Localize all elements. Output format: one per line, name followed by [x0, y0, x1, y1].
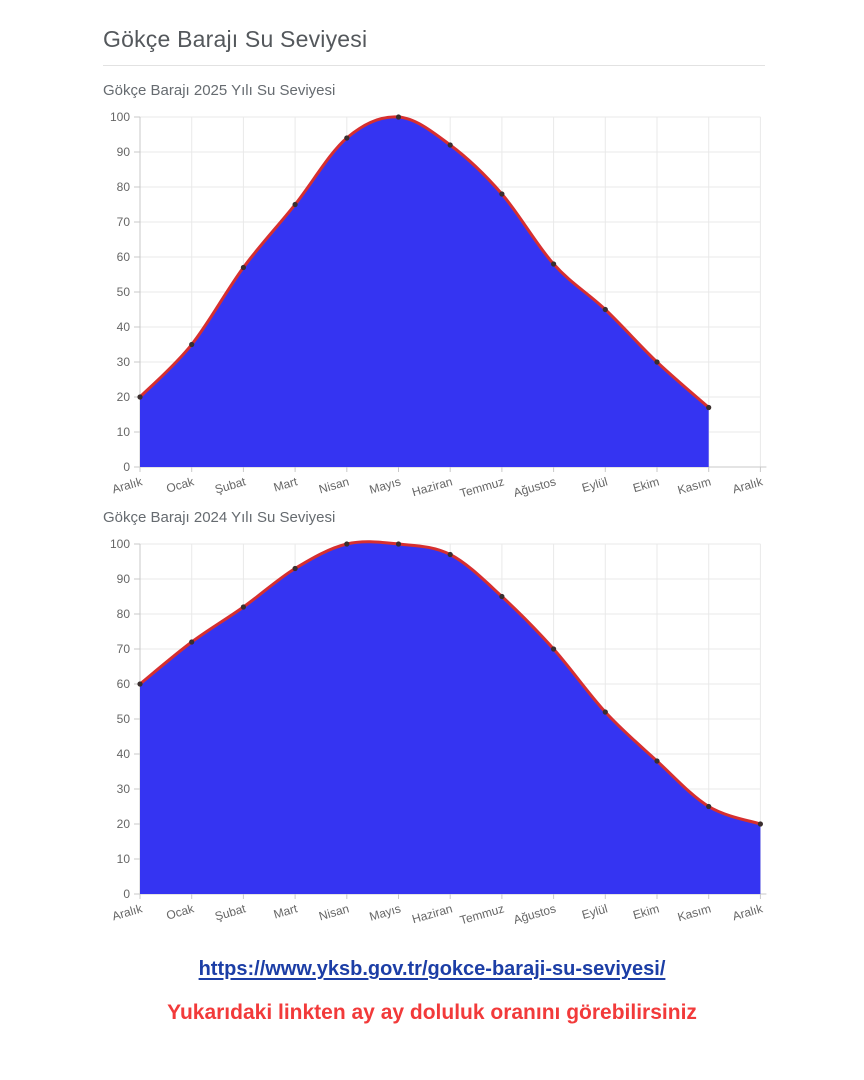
y-tick-label: 90	[117, 145, 131, 159]
data-point[interactable]	[447, 142, 453, 148]
y-tick-label: 20	[117, 390, 131, 404]
y-tick-label: 50	[117, 712, 131, 726]
y-tick-label: 60	[117, 250, 131, 264]
data-point[interactable]	[292, 201, 298, 208]
x-tick-label: Nisan	[317, 901, 350, 923]
y-tick-label: 70	[117, 215, 131, 229]
data-point[interactable]	[551, 261, 557, 267]
x-tick-label: Aralık	[731, 901, 765, 923]
data-point[interactable]	[499, 191, 505, 197]
y-tick-label: 40	[117, 320, 131, 334]
area-fill	[140, 541, 761, 894]
area-fill	[140, 116, 709, 467]
data-point[interactable]	[602, 709, 608, 715]
x-tick-label: Eylül	[580, 474, 609, 495]
x-tick-label: Temmuz	[458, 901, 505, 927]
x-tick-label: Kasım	[676, 474, 713, 497]
source-link[interactable]: https://www.yksb.gov.tr/gokce-baraji-su-…	[198, 958, 666, 980]
level-line	[138, 115, 711, 409]
title-divider	[103, 65, 765, 66]
y-tick-label: 50	[117, 285, 131, 299]
data-point[interactable]	[654, 758, 660, 764]
x-tick-label: Şubat	[213, 901, 248, 923]
x-tick-label: Ocak	[165, 474, 197, 495]
x-tick-label: Mart	[272, 474, 300, 494]
y-tick-label: 80	[117, 607, 131, 621]
data-point[interactable]	[137, 394, 143, 400]
data-point[interactable]	[240, 604, 246, 610]
water-level-chart-2024: 0 10 20 30 40 50 60 70 80 90 100 Aralık Ocak Şubat Mar…	[110, 537, 767, 927]
y-tick-label: 20	[117, 817, 131, 831]
page: Gökçe Barajı Su Seviyesi Gökçe Barajı 20…	[0, 26, 864, 1024]
data-point[interactable]	[757, 821, 764, 827]
y-tick-label: 10	[117, 852, 131, 866]
caption-text: Yukarıdaki linkten ay ay doluluk oranını…	[167, 1001, 697, 1024]
data-point[interactable]	[395, 114, 402, 120]
y-tick-label: 0	[123, 887, 130, 901]
data-point[interactable]	[137, 681, 143, 687]
y-tick-label: 40	[117, 747, 131, 761]
x-tick-label: Mayıs	[368, 901, 403, 923]
x-tick-label: Aralık	[110, 901, 144, 923]
y-tick-label: 70	[117, 642, 131, 656]
link-row: https://www.yksb.gov.tr/gokce-baraji-su-…	[0, 958, 864, 981]
chart-title-2024: Gökçe Barajı 2024 Yılı Su Seviyesi	[103, 509, 336, 526]
y-tick-label: 60	[117, 677, 131, 691]
x-tick-label: Mayıs	[368, 474, 403, 496]
data-point[interactable]	[344, 541, 350, 547]
data-point[interactable]	[706, 803, 712, 810]
data-point[interactable]	[551, 646, 557, 652]
y-tick-label: 80	[117, 180, 131, 194]
water-level-chart-2025: 0 10 20 30 40 50 60 70 80 90 100 Aralık Ocak Şubat Mar…	[110, 110, 767, 500]
x-tick-label: Eylül	[580, 901, 609, 922]
data-point[interactable]	[292, 565, 298, 572]
data-point[interactable]	[240, 264, 246, 271]
y-tick-label: 30	[117, 355, 131, 369]
y-tick-label: 90	[117, 572, 131, 586]
data-point[interactable]	[189, 341, 195, 348]
chart-block-2025: Gökçe Barajı 2025 Yılı Su Seviyesi 0 10 20…	[103, 82, 767, 505]
chart-title-2025: Gökçe Barajı 2025 Yılı Su Seviyesi	[103, 82, 336, 99]
data-point[interactable]	[654, 359, 660, 365]
y-tick-label: 100	[110, 537, 130, 551]
x-tick-label: Kasım	[676, 901, 713, 924]
data-point[interactable]	[395, 541, 402, 547]
x-tick-label: Nisan	[317, 474, 350, 496]
x-tick-label: Ekim	[631, 474, 660, 495]
x-tick-label: Haziran	[410, 474, 454, 499]
data-point[interactable]	[706, 404, 712, 411]
x-tick-label: Aralık	[110, 474, 144, 496]
y-tick-label: 100	[110, 110, 130, 124]
data-point[interactable]	[447, 551, 453, 558]
page-title: Gökçe Barajı Su Seviyesi	[103, 26, 368, 52]
content-column: Gökçe Barajı Su Seviyesi Gökçe Barajı 20…	[103, 26, 767, 932]
x-tick-label: Ağustos	[512, 901, 558, 926]
x-tick-label: Mart	[272, 901, 300, 921]
x-tick-label: Ekim	[631, 901, 660, 922]
data-point[interactable]	[602, 306, 608, 313]
data-point[interactable]	[189, 639, 195, 645]
x-tick-label: Şubat	[213, 474, 248, 496]
data-point[interactable]	[344, 135, 350, 141]
data-point[interactable]	[499, 593, 505, 600]
x-tick-label: Haziran	[410, 901, 454, 926]
y-tick-label: 10	[117, 425, 131, 439]
y-tick-label: 30	[117, 782, 131, 796]
x-tick-label: Ocak	[165, 901, 197, 922]
chart-block-2024: Gökçe Barajı 2024 Yılı Su Seviyesi 0 10 20…	[103, 509, 767, 932]
x-tick-label: Temmuz	[458, 474, 505, 500]
y-tick-label: 0	[123, 460, 130, 474]
x-tick-label: Aralık	[731, 474, 765, 496]
x-tick-label: Ağustos	[512, 474, 558, 499]
